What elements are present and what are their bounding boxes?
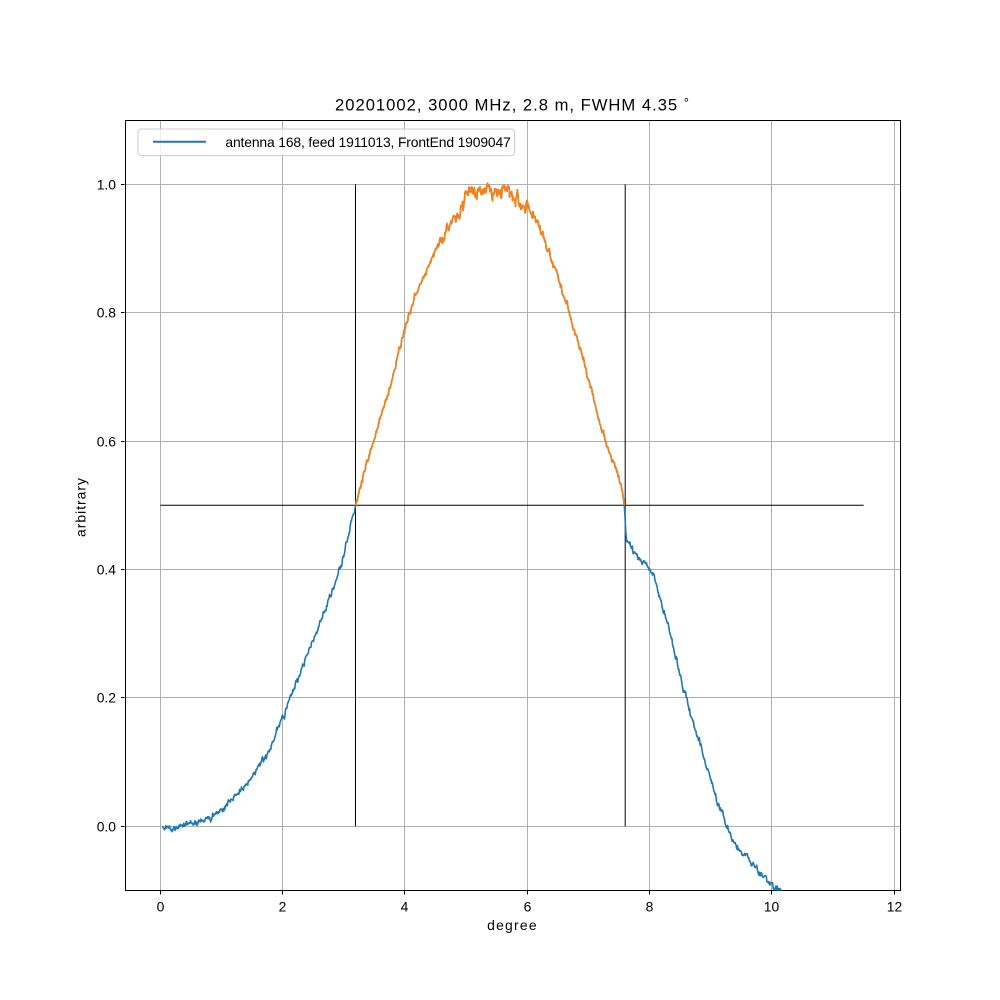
svg-text:0.8: 0.8 xyxy=(97,305,117,321)
svg-text:10: 10 xyxy=(764,899,780,915)
svg-text:0.4: 0.4 xyxy=(97,562,117,578)
svg-text:1.0: 1.0 xyxy=(97,177,117,193)
svg-text:0.0: 0.0 xyxy=(97,819,117,835)
svg-text:2: 2 xyxy=(279,899,287,915)
svg-text:4: 4 xyxy=(401,899,409,915)
svg-text:degree: degree xyxy=(487,917,538,933)
svg-text:20201002, 3000 MHz, 2.8 m, FWH: 20201002, 3000 MHz, 2.8 m, FWHM 4.35 ° xyxy=(335,95,690,115)
svg-text:12: 12 xyxy=(887,899,903,915)
svg-text:arbitrary: arbitrary xyxy=(73,477,89,537)
svg-text:0.2: 0.2 xyxy=(97,690,117,706)
svg-text:0: 0 xyxy=(157,899,165,915)
svg-text:6: 6 xyxy=(524,899,532,915)
svg-text:8: 8 xyxy=(646,899,654,915)
svg-text:0.6: 0.6 xyxy=(97,434,117,450)
svg-text:antenna 168, feed 1911013, Fro: antenna 168, feed 1911013, FrontEnd 1909… xyxy=(225,134,511,150)
